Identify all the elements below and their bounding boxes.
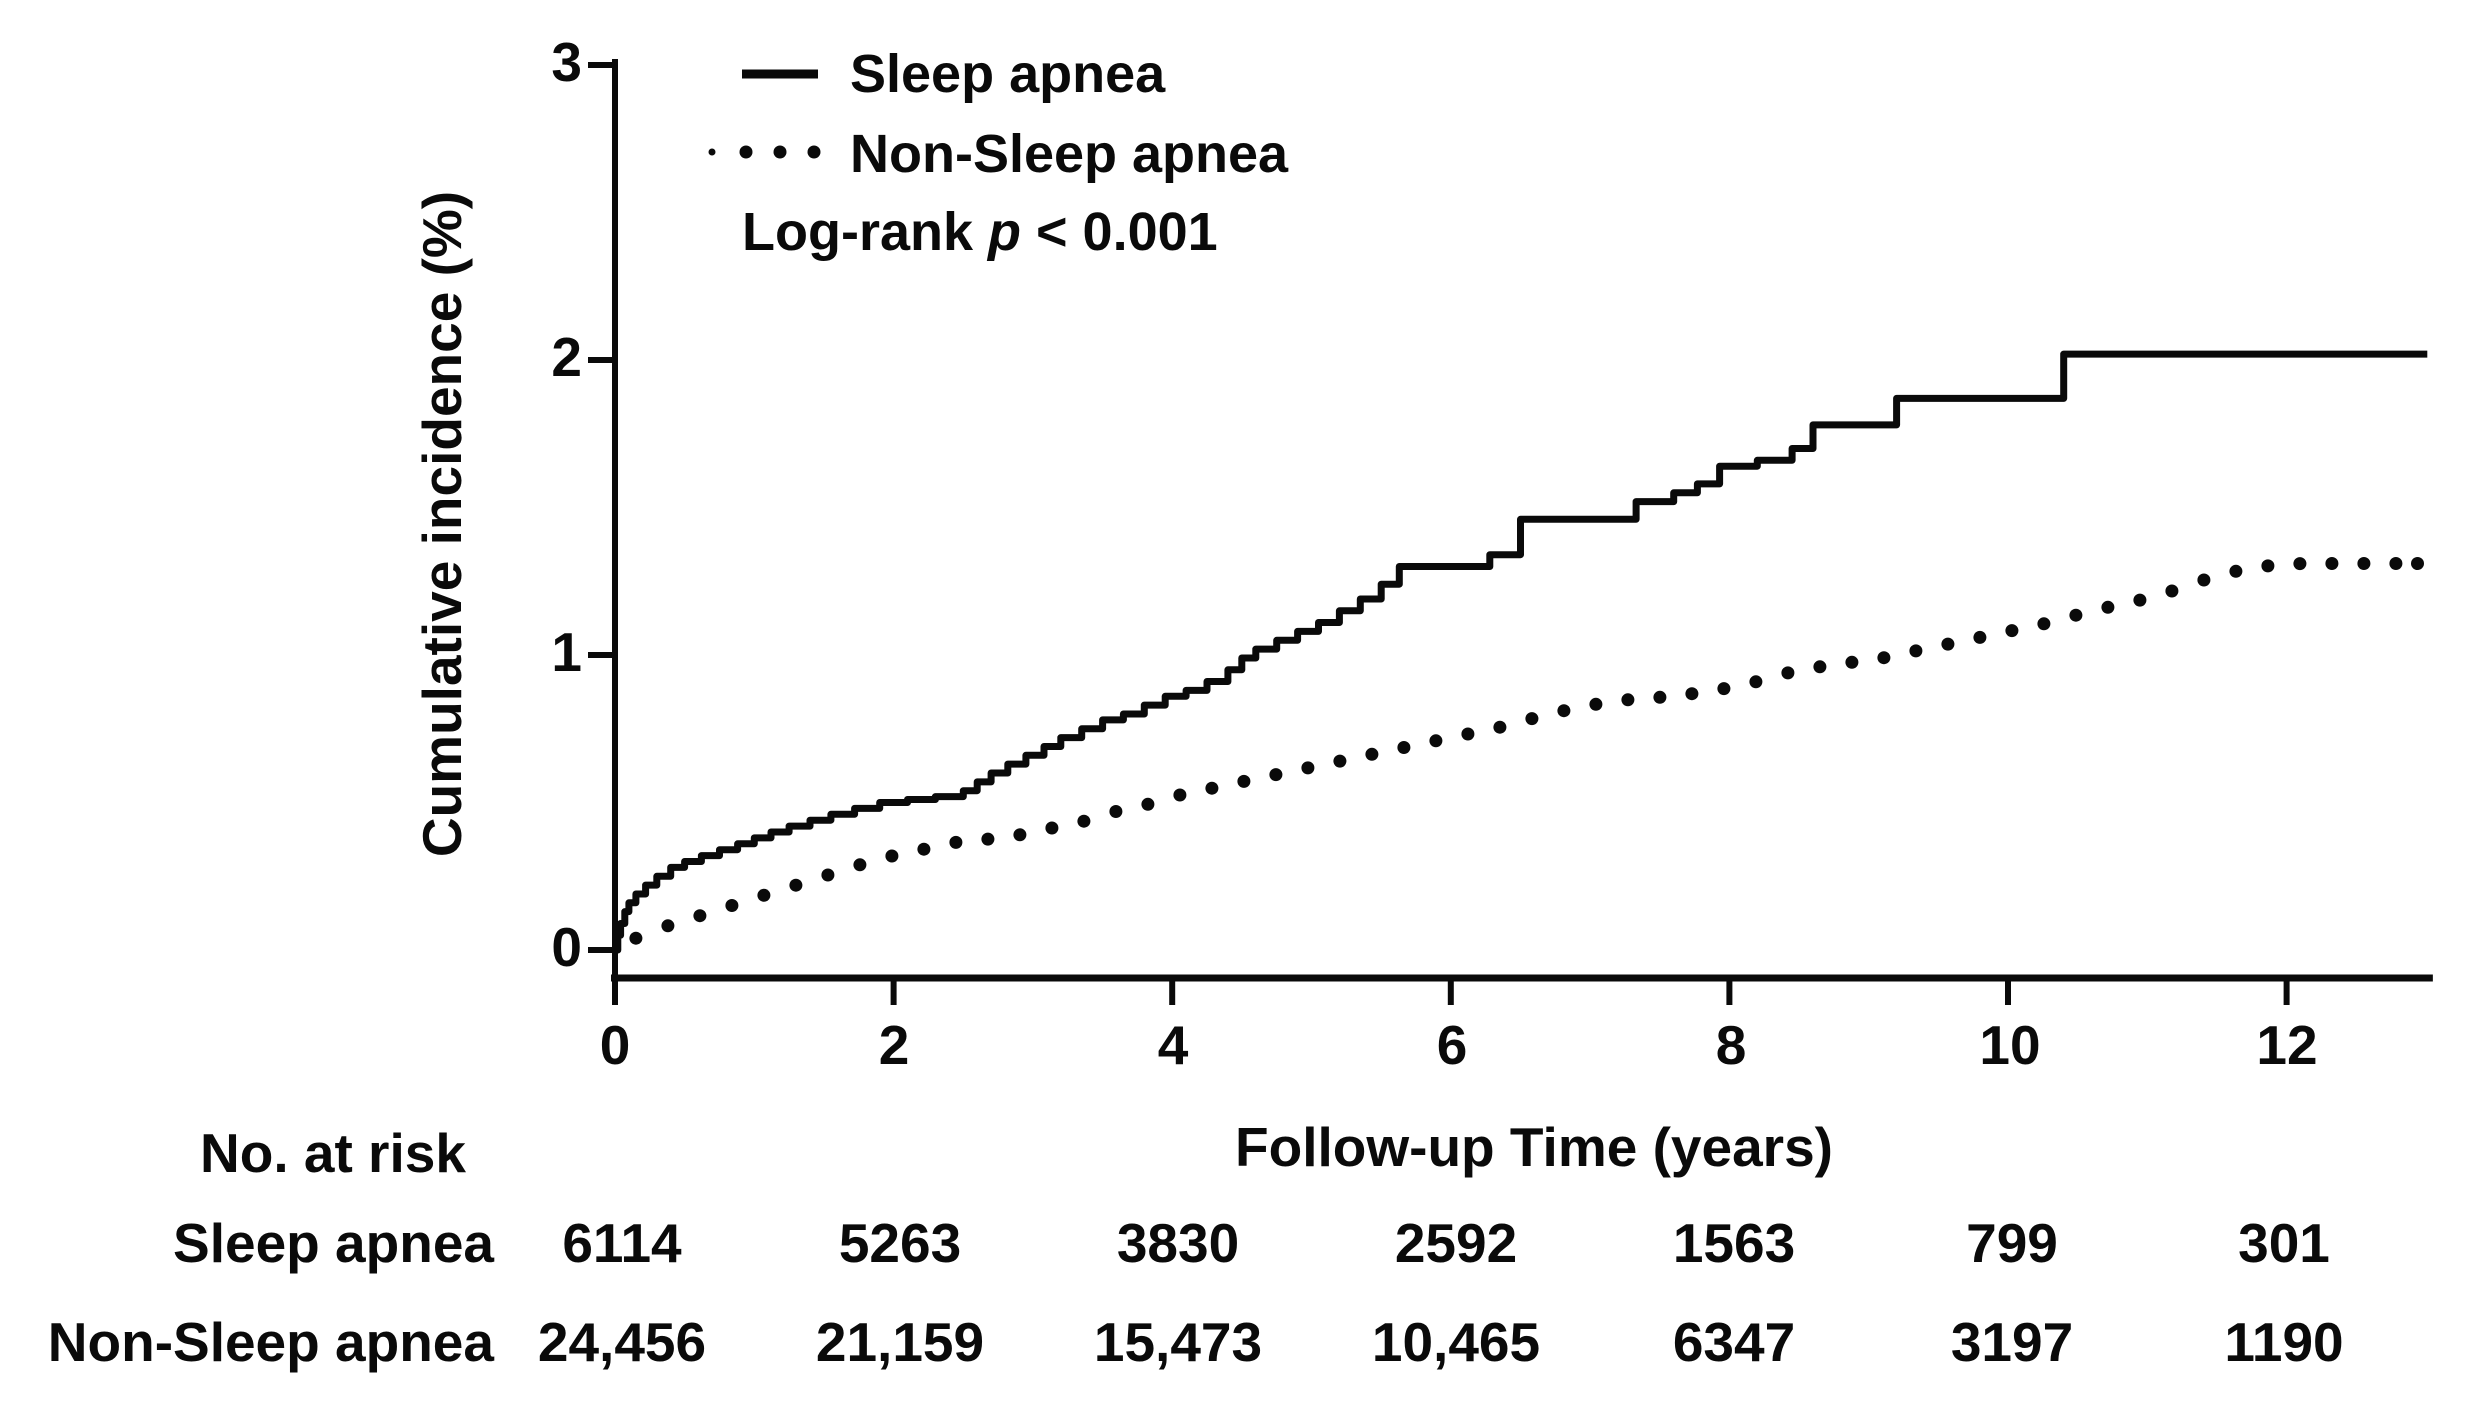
y-tick-label-0: 0 xyxy=(551,916,582,978)
risk-count-non-sleep-apnea-y10: 3197 xyxy=(1950,1311,2074,1373)
y-tick-label-1: 1 xyxy=(551,621,582,683)
y-tick-label-3: 3 xyxy=(551,31,582,93)
risk-count-sleep-apnea-y6: 2592 xyxy=(1394,1212,1518,1274)
risk-count-sleep-apnea-y0: 6114 xyxy=(562,1212,682,1274)
x-tick-label-12: 12 xyxy=(2256,1014,2318,1076)
risk-count-sleep-apnea-y12: 301 xyxy=(2238,1212,2330,1274)
risk-count-sleep-apnea-y10: 799 xyxy=(1966,1212,2058,1274)
risk-count-non-sleep-apnea-y4: 15,473 xyxy=(1093,1311,1263,1373)
risk-count-non-sleep-apnea-y12: 1190 xyxy=(2224,1311,2344,1373)
risk-count-sleep-apnea-y8: 1563 xyxy=(1672,1212,1796,1274)
y-axis-title: Cumulative incidence (%) xyxy=(411,190,473,858)
x-tick-label-2: 2 xyxy=(878,1014,910,1076)
risk-table-title: No. at risk xyxy=(200,1122,466,1184)
x-tick-label-6: 6 xyxy=(1436,1014,1468,1076)
x-tick-label-8: 8 xyxy=(1715,1014,1747,1076)
risk-row-label-sleep-apnea: Sleep apnea xyxy=(173,1212,494,1274)
risk-count-sleep-apnea-y4: 3830 xyxy=(1116,1212,1240,1274)
risk-count-non-sleep-apnea-y0: 24,456 xyxy=(537,1311,707,1373)
log-rank-value: < 0.001 xyxy=(1021,202,1218,262)
log-rank-p-symbol: p xyxy=(988,202,1022,262)
x-tick-label-10: 10 xyxy=(1979,1014,2041,1076)
y-tick-label-2: 2 xyxy=(551,326,582,388)
legend-label-non-sleep-apnea: Non-Sleep apnea xyxy=(850,124,1289,184)
legend-label-sleep-apnea: Sleep apnea xyxy=(850,44,1166,104)
x-tick-label-4: 4 xyxy=(1157,1014,1189,1076)
risk-count-sleep-apnea-y2: 5263 xyxy=(838,1212,962,1274)
risk-count-non-sleep-apnea-y8: 6347 xyxy=(1672,1311,1796,1373)
risk-count-non-sleep-apnea-y2: 21,159 xyxy=(815,1311,985,1373)
risk-row-label-non-sleep-apnea: Non-Sleep apnea xyxy=(47,1311,494,1373)
x-axis-title: Follow-up Time (years) xyxy=(1235,1116,1833,1178)
log-rank-prefix: Log-rank xyxy=(742,202,989,262)
risk-count-non-sleep-apnea-y6: 10,465 xyxy=(1371,1311,1541,1373)
x-tick-label-0: 0 xyxy=(599,1014,631,1076)
log-rank-annotation: Log-rank p < 0.001 xyxy=(742,199,1218,265)
